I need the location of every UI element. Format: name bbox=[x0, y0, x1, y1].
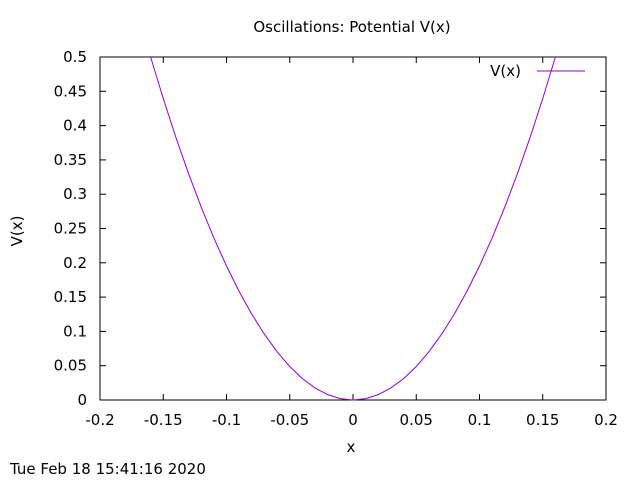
timestamp: Tue Feb 18 15:41:16 2020 bbox=[9, 460, 206, 478]
x-tick-label: 0.1 bbox=[468, 411, 492, 429]
x-axis-ticks: -0.2 -0.15 -0.1 -0.05 0 0.05 0.1 0.15 0.2 bbox=[85, 57, 618, 429]
y-tick-label: 0 bbox=[77, 391, 87, 409]
y-tick-label: 0.05 bbox=[54, 357, 87, 375]
series-line bbox=[150, 56, 556, 401]
legend: V(x) bbox=[490, 62, 585, 80]
legend-label: V(x) bbox=[490, 62, 521, 80]
y-tick-label: 0.25 bbox=[54, 220, 87, 238]
x-tick-label: -0.05 bbox=[270, 411, 309, 429]
y-tick-label: 0.4 bbox=[63, 117, 87, 135]
y-tick-label: 0.5 bbox=[63, 48, 87, 66]
y-tick-label: 0.2 bbox=[63, 254, 87, 272]
x-tick-label: 0 bbox=[348, 411, 358, 429]
x-tick-label: 0.2 bbox=[594, 411, 618, 429]
series-layer bbox=[150, 56, 556, 401]
y-tick-label: 0.35 bbox=[54, 151, 87, 169]
x-tick-label: -0.1 bbox=[212, 411, 241, 429]
x-tick-label: 0.15 bbox=[526, 411, 559, 429]
chart-title: Oscillations: Potential V(x) bbox=[253, 18, 450, 36]
x-tick-label: -0.2 bbox=[85, 411, 114, 429]
y-tick-label: 0.45 bbox=[54, 82, 87, 100]
x-tick-label: -0.15 bbox=[144, 411, 183, 429]
y-tick-label: 0.15 bbox=[54, 288, 87, 306]
y-axis-label: V(x) bbox=[8, 216, 26, 247]
y-axis-ticks: 0 0.05 0.1 0.15 0.2 0.25 0.3 0.35 0.4 0.45 0.5 bbox=[54, 48, 606, 409]
x-tick-label: 0.05 bbox=[400, 411, 433, 429]
x-axis-label: x bbox=[347, 438, 356, 456]
y-tick-label: 0.3 bbox=[63, 185, 87, 203]
y-tick-label: 0.1 bbox=[63, 322, 87, 340]
